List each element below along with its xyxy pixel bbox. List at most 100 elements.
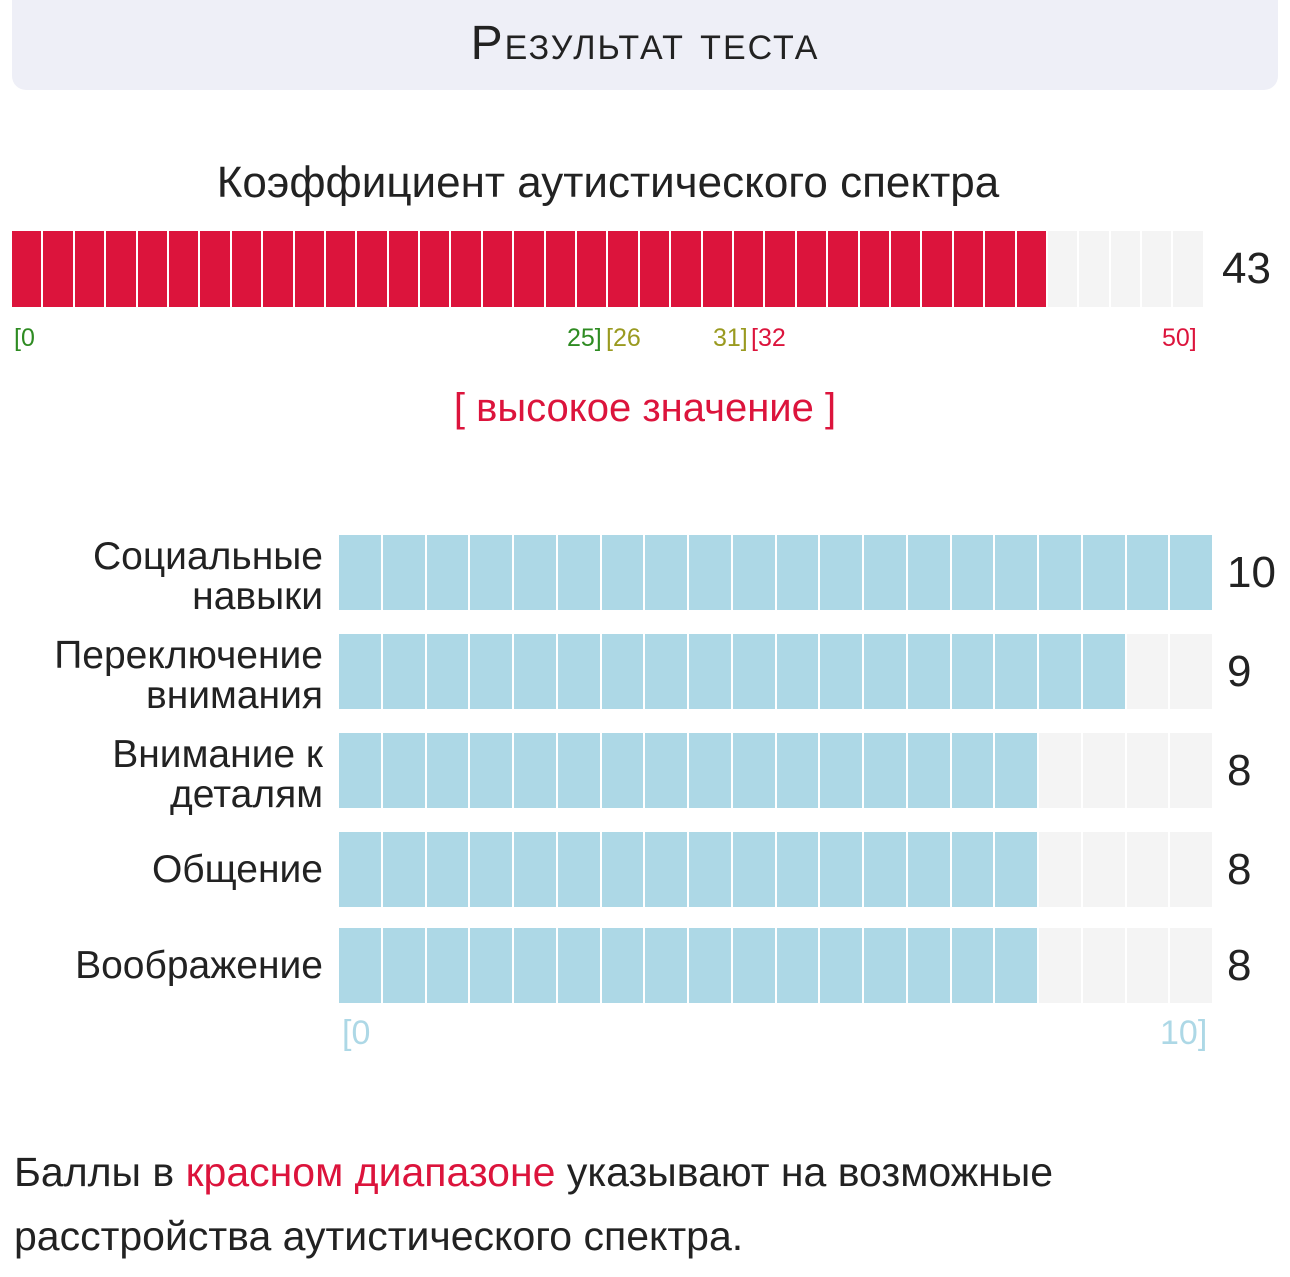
subscale-bar-cell-filled bbox=[995, 634, 1039, 709]
subscale-bar-cell-filled bbox=[382, 634, 427, 709]
subscale-bar-cell-filled bbox=[601, 733, 646, 808]
subscale-bar-cell-filled bbox=[864, 832, 908, 907]
subscale-label-line: внимания bbox=[146, 674, 323, 717]
aq-bar-cell-filled bbox=[639, 231, 672, 307]
subscale-bar-cell-filled bbox=[557, 832, 602, 907]
subscale-bar-cell-filled bbox=[689, 928, 733, 1003]
subscale-label-line: навыки bbox=[192, 575, 323, 618]
page-title: Результат теста bbox=[470, 16, 820, 70]
subscale-bar-cell-filled bbox=[645, 733, 689, 808]
subscale-bar-cell-filled bbox=[689, 634, 733, 709]
subscale-bar-cell-filled bbox=[1170, 535, 1212, 610]
aq-bar-cell-filled bbox=[1016, 231, 1048, 307]
subscale-bar-cell-filled bbox=[470, 634, 514, 709]
footer-note: Баллы в красном диапазоне указывают на в… bbox=[14, 1140, 1280, 1268]
subscale-bar-cell-filled bbox=[732, 832, 777, 907]
subscale-label-line: Воображение bbox=[75, 944, 323, 987]
aq-tick-high-start: [32 bbox=[751, 324, 786, 352]
aq-tick-min: [0 bbox=[14, 324, 35, 352]
subscale-bar-cell-filled bbox=[689, 832, 733, 907]
subscale-bar-cell-filled bbox=[382, 733, 427, 808]
subscale-bar-cell-filled bbox=[339, 832, 383, 907]
subscale-bar-cell-filled bbox=[339, 535, 383, 610]
subscale-bar-cell-filled bbox=[995, 535, 1039, 610]
subscale-bar-cell-filled bbox=[951, 535, 996, 610]
subscale-tick-max: 10] bbox=[1160, 1014, 1208, 1052]
aq-bar-cell-filled bbox=[12, 231, 44, 307]
subscale-bar-cell-filled bbox=[557, 733, 602, 808]
aq-bar-cell-filled bbox=[608, 231, 640, 307]
subscale-bar-cell-filled bbox=[995, 832, 1039, 907]
aq-bar-cell-empty bbox=[1110, 231, 1143, 307]
subscale-score-social: 10 bbox=[1227, 547, 1276, 597]
aq-level-label: [ высокое значение ] bbox=[453, 386, 837, 430]
subscale-bar-cell-filled bbox=[426, 634, 471, 709]
subscale-bar-cell-filled bbox=[907, 634, 952, 709]
subscale-bar-cell-empty bbox=[1082, 832, 1127, 907]
subscale-bar-attention-to-detail bbox=[339, 733, 1212, 808]
aq-tick-mid-end: 31] bbox=[713, 324, 748, 352]
subscale-bar-cell-filled bbox=[995, 928, 1039, 1003]
aq-bar-cell-filled bbox=[137, 231, 169, 307]
subscale-bar-cell-filled bbox=[776, 928, 821, 1003]
footer-highlight: красном диапазоне bbox=[185, 1149, 556, 1195]
subscale-label-social: Социальные навыки bbox=[0, 537, 323, 617]
aq-bar-cell-filled bbox=[420, 231, 452, 307]
subscale-bar-cell-filled bbox=[470, 832, 514, 907]
aq-bar-cell-filled bbox=[263, 231, 295, 307]
subscale-bar-cell-filled bbox=[820, 634, 864, 709]
subscale-bar-cell-filled bbox=[601, 535, 646, 610]
subscale-bar-cell-filled bbox=[732, 535, 777, 610]
subscale-bar-cell-filled bbox=[864, 634, 908, 709]
subscale-label-attention-to-detail: Внимание к деталям bbox=[0, 735, 323, 815]
subscale-bar-cell-filled bbox=[382, 535, 427, 610]
subscale-bar-cell-filled bbox=[732, 733, 777, 808]
subscale-bar-cell-filled bbox=[776, 832, 821, 907]
subscale-bar-cell-filled bbox=[1082, 634, 1127, 709]
aq-bar-cell-filled bbox=[922, 231, 954, 307]
subscale-bar-cell-filled bbox=[339, 634, 383, 709]
subscale-bar-cell-filled bbox=[470, 928, 514, 1003]
aq-tick-normal-end: 25] bbox=[567, 324, 602, 352]
subscale-bar-cell-filled bbox=[514, 928, 558, 1003]
subscale-bar-cell-filled bbox=[557, 634, 602, 709]
subscale-bar-cell-filled bbox=[557, 535, 602, 610]
subscale-bar-cell-filled bbox=[645, 535, 689, 610]
subscale-tick-min: [0 bbox=[342, 1014, 371, 1052]
subscale-bar-social bbox=[339, 535, 1212, 610]
aq-score-value: 43 bbox=[1222, 244, 1271, 293]
subscale-bar-cell-filled bbox=[601, 832, 646, 907]
subscale-score-attention-switching: 9 bbox=[1227, 646, 1252, 696]
aq-bar-cell-filled bbox=[828, 231, 860, 307]
subscale-bar-cell-filled bbox=[426, 928, 471, 1003]
subscale-label-line: деталям bbox=[170, 773, 323, 816]
subscale-label-line: Переключение bbox=[54, 634, 323, 677]
subscale-bar-cell-empty bbox=[1170, 832, 1212, 907]
subscale-score-communication: 8 bbox=[1227, 844, 1252, 894]
subscale-bar-cell-filled bbox=[470, 733, 514, 808]
subscale-bar-cell-empty bbox=[1170, 928, 1212, 1003]
subscale-label-attention-switching: Переключение внимания bbox=[0, 636, 323, 716]
aq-bar-cell-filled bbox=[765, 231, 797, 307]
aq-bar-cell-filled bbox=[545, 231, 578, 307]
subscale-bar-cell-filled bbox=[864, 928, 908, 1003]
subscale-bar-cell-filled bbox=[514, 634, 558, 709]
aq-bar-cell-filled bbox=[671, 231, 703, 307]
aq-bar-cell-filled bbox=[985, 231, 1017, 307]
aq-bar-cell-filled bbox=[514, 231, 546, 307]
subscale-bar-cell-empty bbox=[1170, 733, 1212, 808]
aq-bar-cell-filled bbox=[325, 231, 358, 307]
aq-bar-cell-empty bbox=[1173, 231, 1203, 307]
aq-bar-cell-filled bbox=[294, 231, 326, 307]
subscale-bar-cell-filled bbox=[382, 928, 427, 1003]
aq-bar-cell-filled bbox=[451, 231, 483, 307]
subscale-bar-cell-empty bbox=[1082, 928, 1127, 1003]
subscale-bar-cell-filled bbox=[1039, 535, 1083, 610]
aq-bar-cell-empty bbox=[1079, 231, 1111, 307]
subscale-bar-cell-filled bbox=[426, 733, 471, 808]
aq-bar-cell-filled bbox=[168, 231, 201, 307]
aq-tick-mid-start: [26 bbox=[606, 324, 641, 352]
subscale-bar-cell-filled bbox=[601, 634, 646, 709]
subscale-bar-imagination bbox=[339, 928, 1212, 1003]
aq-bar-cell-filled bbox=[43, 231, 75, 307]
